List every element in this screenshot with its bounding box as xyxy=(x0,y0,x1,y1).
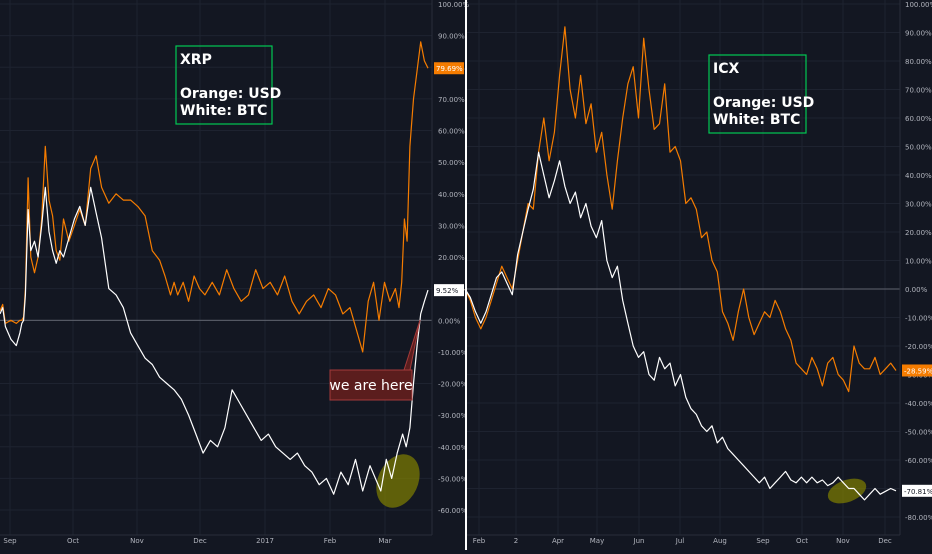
usd-last-value: 79.69% xyxy=(436,65,463,73)
y-tick-label: 40.00% xyxy=(438,191,465,199)
callout-pointer xyxy=(403,319,421,371)
x-tick-label: 2 xyxy=(514,537,518,545)
x-tick-label: Dec xyxy=(878,537,892,545)
y-tick-label: 80.00% xyxy=(905,58,932,66)
legend-line: Orange: USD xyxy=(713,95,814,111)
legend-line: XRP xyxy=(180,52,212,68)
x-tick-label: Sep xyxy=(756,537,770,545)
x-tick-label: Jun xyxy=(633,537,645,545)
highlight-ellipse xyxy=(827,478,867,504)
y-tick-label: 30.00% xyxy=(438,222,465,230)
y-tick-label: 100.00% xyxy=(905,1,932,9)
x-tick-label: Nov xyxy=(130,537,144,545)
y-tick-label: -50.00% xyxy=(905,429,932,437)
callout: we are here xyxy=(329,319,421,401)
y-tick-label: -10.00% xyxy=(905,315,932,323)
legend-line: Orange: USD xyxy=(180,86,281,102)
chart-panel-right: 100.00% 90.00% 80.00% 70.00% 60.00% 50.00% 40.… xyxy=(464,0,932,545)
y-tick-label: -80.00% xyxy=(905,514,932,522)
btc-last-value: -70.81% xyxy=(904,488,932,496)
legend-line: ICX xyxy=(713,61,739,77)
y-tick-label: 0.00% xyxy=(438,317,461,325)
y-tick-label: -40.00% xyxy=(905,400,932,408)
btc-last-value-badge xyxy=(434,284,464,297)
legend-box xyxy=(175,45,273,125)
y-tick-label: 20.00% xyxy=(905,229,932,237)
y-tick-label: 90.00% xyxy=(905,30,932,38)
y-tick-label: 30.00% xyxy=(905,201,932,209)
y-tick-label: -30.00% xyxy=(438,412,468,420)
y-tick-label: -40.00% xyxy=(438,444,468,452)
series-line-btc xyxy=(0,186,429,495)
series-line-usd xyxy=(0,41,429,353)
y-tick-label: 100.00% xyxy=(438,1,469,9)
legend-line: White: BTC xyxy=(713,112,800,128)
x-tick-label: 2017 xyxy=(256,537,274,545)
y-tick-label: 70.00% xyxy=(905,87,932,95)
callout-box xyxy=(329,369,413,401)
y-tick-label: 60.00% xyxy=(905,115,932,123)
y-tick-label: 20.00% xyxy=(438,254,465,262)
x-tick-label: Oct xyxy=(796,537,808,545)
y-tick-label: 60.00% xyxy=(438,128,465,136)
legend-line: White: BTC xyxy=(180,103,267,119)
highlight-ellipse xyxy=(376,454,420,508)
usd-last-value: -28.59% xyxy=(904,367,932,375)
usd-last-value-badge xyxy=(434,62,464,75)
y-tick-label: -60.00% xyxy=(438,507,468,515)
legend-box xyxy=(708,54,807,134)
x-tick-label: Jul xyxy=(675,537,685,545)
y-tick-label: -60.00% xyxy=(905,457,932,465)
x-tick-label: Aug xyxy=(713,537,727,545)
y-tick-label: -10.00% xyxy=(438,349,468,357)
y-tick-label: -20.00% xyxy=(905,343,932,351)
y-tick-label: 50.00% xyxy=(905,144,932,152)
y-tick-label: 90.00% xyxy=(438,33,465,41)
y-tick-label: 10.00% xyxy=(905,258,932,266)
x-tick-label: Feb xyxy=(324,537,337,545)
x-tick-label: Nov xyxy=(836,537,850,545)
x-tick-label: Feb xyxy=(473,537,486,545)
x-tick-label: Mar xyxy=(378,537,391,545)
y-tick-label: 0.00% xyxy=(905,286,928,294)
x-tick-label: Apr xyxy=(552,537,564,545)
series-line-btc xyxy=(464,151,897,501)
btc-last-value-badge xyxy=(902,484,932,497)
y-tick-label: -50.00% xyxy=(438,475,468,483)
y-tick-label: 50.00% xyxy=(438,159,465,167)
series-line-usd xyxy=(464,26,897,393)
y-tick-label: 40.00% xyxy=(905,172,932,180)
x-tick-label: Oct xyxy=(67,537,79,545)
y-tick-label: -20.00% xyxy=(438,381,468,389)
usd-last-value-badge xyxy=(902,364,932,377)
callout-text: we are here xyxy=(329,378,412,394)
x-tick-label: Dec xyxy=(193,537,207,545)
chart-panel-left: 100.00%90.00%80.00%70.00%60.00%50.00%40.… xyxy=(0,0,469,545)
x-tick-label: Sep xyxy=(3,537,17,545)
btc-last-value: 9.52% xyxy=(436,287,459,295)
y-tick-label: 70.00% xyxy=(438,96,465,104)
x-tick-label: May xyxy=(590,537,604,545)
